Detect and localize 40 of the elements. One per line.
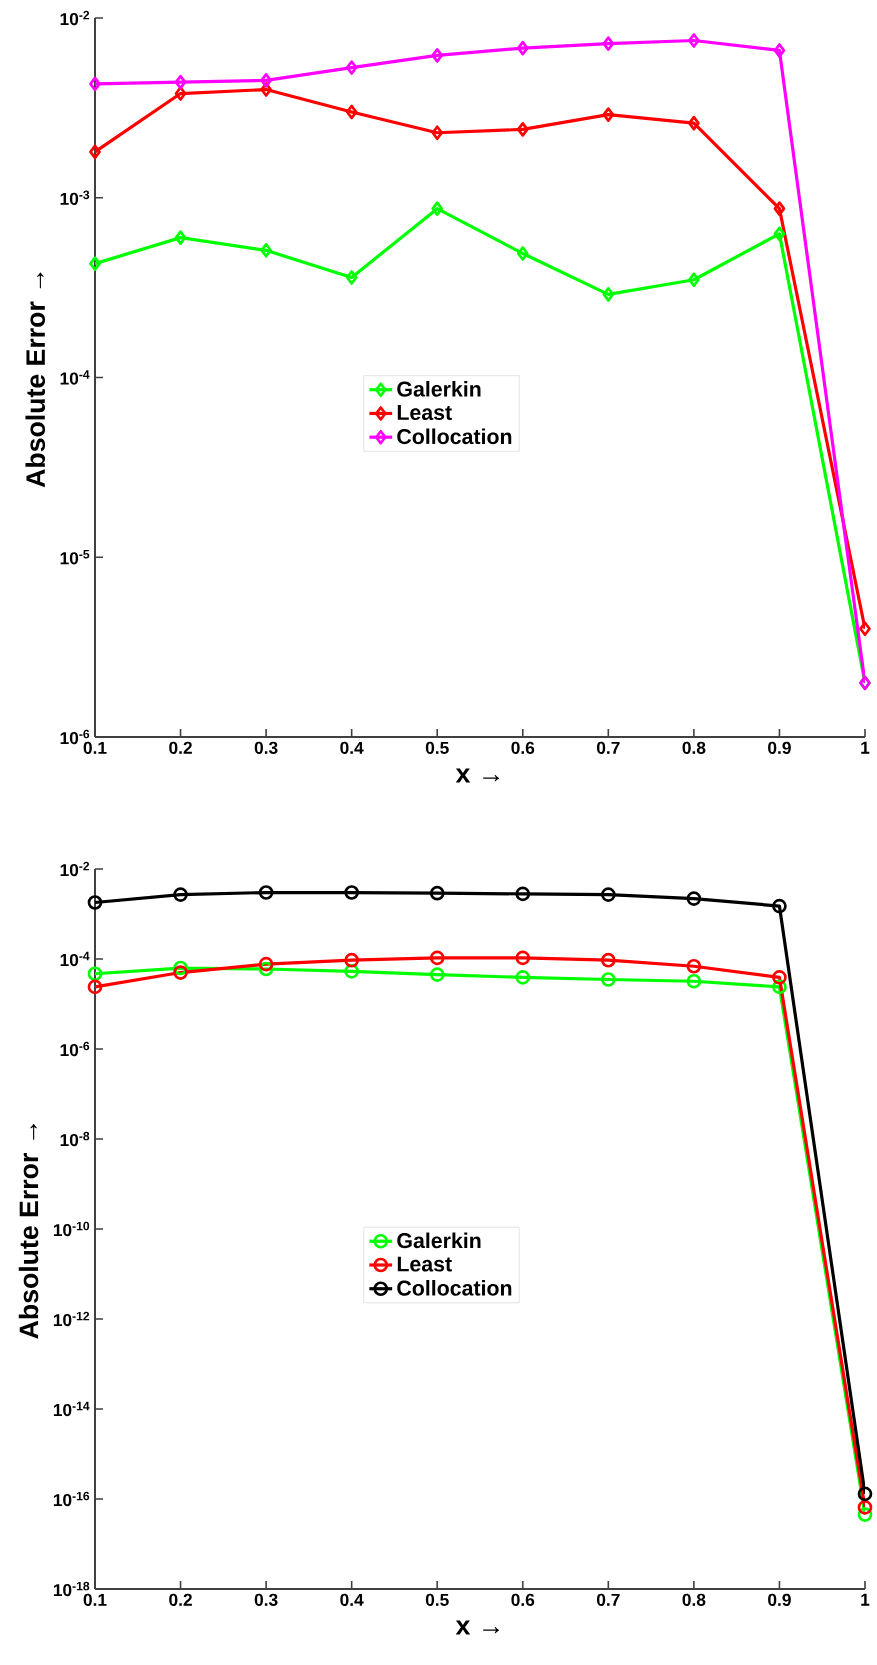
y-axis-title: Absolute Error →	[25, 272, 46, 488]
legend-label: Least	[397, 1256, 452, 1272]
legend-label: Galerkin	[397, 1232, 481, 1249]
y-tick-label: 10$^{-14}$	[53, 1401, 90, 1417]
y-tick-label: 10$^{-2}$	[60, 10, 90, 26]
x-tick-label: 0.2	[169, 1593, 192, 1606]
x-tick-label: 0.4	[340, 1593, 364, 1606]
x-tick-label: 0.3	[254, 1593, 278, 1606]
y-tick-label: 10$^{-12}$	[53, 1311, 90, 1327]
x-tick-label: 0.9	[768, 741, 791, 754]
x-axis-title: x →	[455, 768, 499, 783]
x-tick-label: 0.7	[596, 1593, 620, 1606]
x-tick-label: 0.3	[254, 741, 278, 754]
y-tick-label: 10$^{-4}$	[60, 951, 90, 967]
y-tick-label: 10$^{-6}$	[60, 1041, 90, 1057]
y-tick-label: 10$^{-16}$	[53, 1491, 90, 1507]
x-axis-title: x →	[455, 1620, 499, 1635]
legend-label: Galerkin	[397, 381, 481, 397]
x-tick-label: 0.8	[682, 1593, 706, 1606]
legend-label: Collocation	[397, 428, 512, 445]
x-tick-label: 0.6	[511, 741, 535, 754]
x-tick-label: 0.8	[682, 741, 706, 754]
legend-label: Least	[397, 405, 452, 420]
x-tick-label: 1	[861, 741, 870, 754]
x-tick-label: 0.2	[169, 741, 192, 754]
y-axis-title: Absolute Error →	[18, 1124, 39, 1339]
x-tick-label: 0.6	[511, 1593, 535, 1606]
x-tick-label: 0.4	[340, 741, 364, 754]
y-tick-label: 10$^{-10}$	[53, 1221, 90, 1237]
x-tick-label: 0.5	[425, 741, 449, 754]
y-tick-label: 10$^{-3}$	[60, 190, 90, 205]
y-tick-label: 10$^{-2}$	[60, 861, 90, 877]
x-tick-label: 0.7	[596, 741, 620, 754]
x-tick-label: 0.5	[425, 1593, 449, 1606]
x-tick-label: 0.9	[768, 1593, 791, 1606]
legend-label: Collocation	[397, 1280, 512, 1296]
y-tick-label: 10$^{-5}$	[60, 550, 90, 565]
y-tick-label: 10$^{-8}$	[60, 1131, 90, 1147]
y-tick-label: 10$^{-4}$	[60, 370, 90, 385]
x-tick-label: 1	[861, 1593, 870, 1606]
